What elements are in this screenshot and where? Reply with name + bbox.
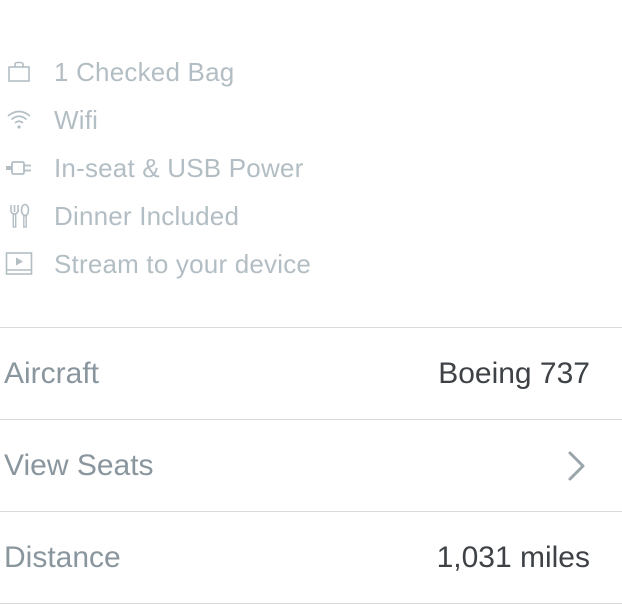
divider	[0, 327, 622, 328]
divider	[0, 419, 622, 420]
distance-label: Distance	[4, 540, 121, 574]
distance-value: 1,031 miles	[436, 540, 590, 574]
flight-details: Aircraft Boeing 737 View Seats Distance …	[0, 327, 622, 604]
distance-row: Distance 1,031 miles	[0, 512, 622, 603]
chevron-right-icon	[566, 449, 588, 483]
bag-icon	[4, 57, 34, 87]
aircraft-label: Aircraft	[4, 356, 100, 390]
amenity-label: Wifi	[54, 104, 99, 135]
aircraft-row: Aircraft Boeing 737	[0, 328, 622, 419]
amenity-streaming: Stream to your device	[0, 240, 622, 288]
divider	[0, 603, 622, 604]
amenity-label: In-seat & USB Power	[54, 152, 304, 183]
amenity-dinner: Dinner Included	[0, 192, 622, 240]
power-plug-icon	[4, 153, 34, 183]
amenity-wifi: Wifi	[0, 96, 622, 144]
amenity-checked-bag: 1 Checked Bag	[0, 48, 622, 96]
amenity-label: 1 Checked Bag	[54, 56, 235, 87]
view-seats-label: View Seats	[4, 448, 154, 482]
amenities-list: 1 Checked Bag Wifi In-seat & USB Power	[0, 48, 622, 288]
aircraft-value: Boeing 737	[438, 356, 590, 390]
amenity-label: Dinner Included	[54, 200, 240, 231]
amenity-power: In-seat & USB Power	[0, 144, 622, 192]
fork-knife-icon	[4, 201, 34, 231]
divider	[0, 511, 622, 512]
amenity-label: Stream to your device	[54, 248, 312, 279]
view-seats-row[interactable]: View Seats	[0, 420, 622, 511]
play-screen-icon	[4, 249, 34, 279]
wifi-icon	[4, 105, 34, 135]
